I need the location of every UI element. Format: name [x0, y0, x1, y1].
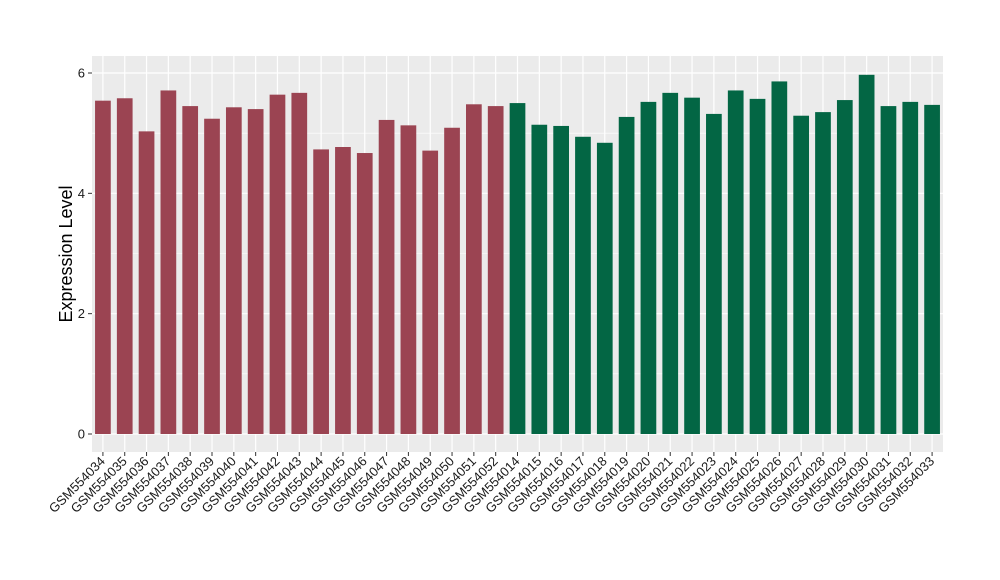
bar-GSM554014 [509, 103, 526, 434]
bar-GSM554023 [706, 113, 722, 434]
bar-GSM554037 [160, 90, 177, 434]
bar-GSM554049 [422, 150, 439, 435]
y-axis: 0 2 4 6 [78, 66, 92, 442]
bar-GSM554038 [182, 106, 199, 434]
bar-GSM554050 [444, 127, 460, 435]
bar-GSM554022 [684, 97, 700, 434]
bar-GSM554030 [858, 74, 875, 435]
y-tick-label: 2 [78, 306, 85, 321]
bar-GSM554017 [575, 136, 591, 434]
bar-GSM554024 [727, 90, 744, 434]
y-tick-label: 4 [78, 186, 85, 201]
x-axis: GSM554034GSM554035GSM554036GSM554037GSM5… [46, 452, 937, 516]
bar-GSM554048 [400, 125, 417, 434]
bar-GSM554044 [313, 149, 329, 434]
bar-GSM554027 [793, 115, 810, 435]
bar-GSM554026 [771, 81, 788, 434]
bar-GSM554047 [378, 119, 395, 435]
y-tick-label: 0 [78, 427, 85, 442]
bar-GSM554016 [553, 125, 569, 435]
bar-GSM554043 [291, 92, 308, 434]
bar-GSM554042 [269, 94, 286, 434]
bar-GSM554033 [924, 104, 940, 434]
bar-GSM554019 [618, 116, 635, 435]
bar-GSM554032 [902, 101, 919, 434]
bar-GSM554034 [95, 100, 111, 434]
y-axis-title: Expression Level [56, 185, 76, 322]
bar-GSM554031 [880, 106, 897, 434]
bar-GSM554036 [138, 131, 155, 434]
bar-GSM554051 [466, 104, 482, 434]
bar-GSM554020 [640, 101, 657, 434]
bar-GSM554029 [836, 100, 853, 434]
bar-GSM554028 [815, 112, 831, 434]
y-tick-label: 6 [78, 66, 85, 81]
bar-GSM554035 [116, 98, 133, 435]
bar-GSM554025 [749, 98, 766, 434]
bar-GSM554040 [225, 107, 242, 435]
bar-GSM554045 [335, 147, 351, 434]
bar-GSM554046 [356, 153, 373, 434]
bar-GSM554018 [596, 142, 613, 434]
bar-GSM554039 [204, 118, 220, 434]
bar-GSM554041 [247, 109, 264, 434]
bar-GSM554021 [662, 92, 679, 434]
bar-GSM554052 [487, 106, 504, 434]
bar-GSM554015 [531, 124, 548, 434]
bars [95, 74, 940, 435]
